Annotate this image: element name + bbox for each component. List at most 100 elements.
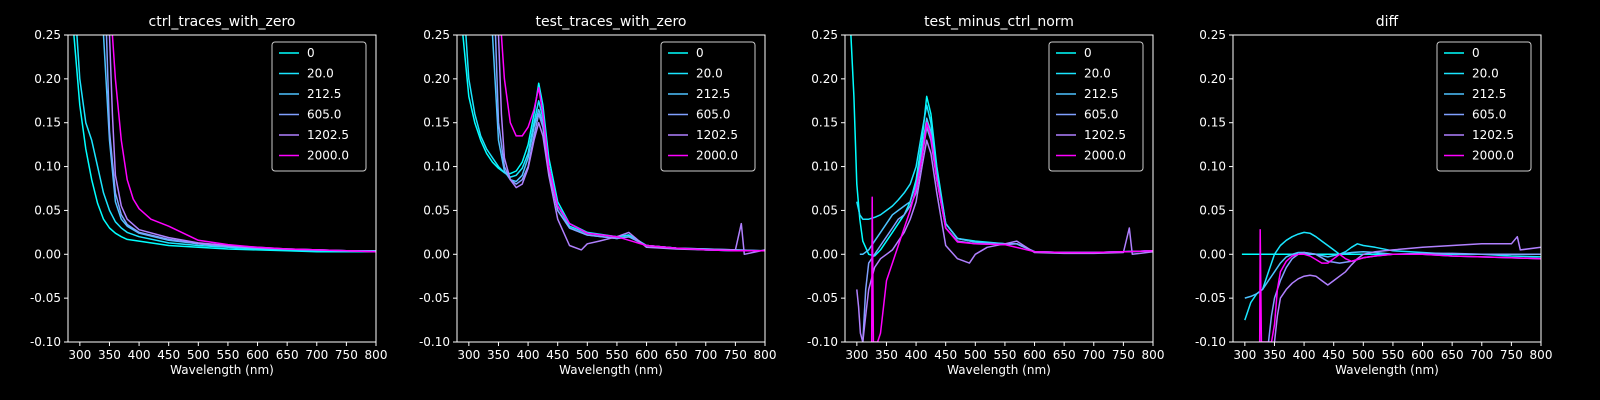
legend-label: 20.0 <box>696 67 723 81</box>
legend-label: 212.5 <box>1472 87 1506 101</box>
series-line-5 <box>856 139 1153 342</box>
x-tick-label: 350 <box>98 348 121 362</box>
x-tick-label: 500 <box>964 348 987 362</box>
x-axis-label: Wavelength (nm) <box>559 363 663 377</box>
x-tick-label: 800 <box>1530 348 1553 362</box>
x-tick-label: 350 <box>487 348 510 362</box>
x-tick-label: 400 <box>128 348 151 362</box>
plot-frame <box>456 34 766 343</box>
y-tick-label: 0.20 <box>811 72 838 86</box>
y-tick-label: 0.05 <box>1199 203 1226 217</box>
y-tick-label: 0.00 <box>34 247 61 261</box>
legend: 0 20.0 212.5 605.0 1202.5 2000.0 <box>660 41 756 172</box>
series-line-6 <box>870 121 1153 342</box>
x-tick-label: 350 <box>1263 348 1286 362</box>
legend-label: 1202.5 <box>1472 128 1514 142</box>
legend-label: 2000.0 <box>696 149 738 163</box>
x-tick-label: 550 <box>605 348 628 362</box>
plot-frame <box>844 34 1154 343</box>
series-line-2 <box>1244 231 1541 321</box>
legend-label: 20.0 <box>1084 67 1111 81</box>
x-tick-label: 450 <box>1322 348 1345 362</box>
x-tick-label: 400 <box>517 348 540 362</box>
legend-label: 2000.0 <box>1472 149 1514 163</box>
x-tick-label: 450 <box>934 348 957 362</box>
y-tick-label: 0.05 <box>423 203 450 217</box>
y-tick-label: -0.10 <box>30 335 61 349</box>
y-tick-label: 0.15 <box>34 116 61 130</box>
x-tick-label: 300 <box>457 348 480 362</box>
legend-label: 212.5 <box>696 87 730 101</box>
x-tick-label: 700 <box>305 348 328 362</box>
chart-title: test_minus_ctrl_norm <box>924 14 1074 30</box>
x-tick-label: 450 <box>157 348 180 362</box>
x-tick-label: 500 <box>1352 348 1375 362</box>
x-tick-label: 400 <box>905 348 928 362</box>
legend-label: 605.0 <box>1084 108 1118 122</box>
x-tick-label: 800 <box>754 348 777 362</box>
chart-title: test_traces_with_zero <box>536 14 687 30</box>
y-tick-label: 0.20 <box>1199 72 1226 86</box>
x-tick-label: 500 <box>576 348 599 362</box>
series-line-1 <box>73 35 376 253</box>
y-tick-label: -0.05 <box>807 291 838 305</box>
y-tick-label: 0.10 <box>34 160 61 174</box>
x-tick-label: 500 <box>187 348 210 362</box>
y-tick-label: 0.10 <box>423 160 450 174</box>
legend: 0 20.0 212.5 605.0 1202.5 2000.0 <box>1048 41 1144 172</box>
x-tick-label: 750 <box>724 348 747 362</box>
x-tick-label: 600 <box>246 348 269 362</box>
x-tick-label: 700 <box>1470 348 1493 362</box>
legend-label: 605.0 <box>1472 108 1506 122</box>
y-tick-label: 0.20 <box>423 72 450 86</box>
y-tick-label: 0.15 <box>423 116 450 130</box>
chart-title: diff <box>1376 14 1399 30</box>
x-tick-label: 300 <box>1233 348 1256 362</box>
y-tick-label: -0.05 <box>1195 291 1226 305</box>
x-tick-label: 550 <box>993 348 1016 362</box>
x-tick-label: 550 <box>216 348 239 362</box>
legend-label: 2000.0 <box>307 149 349 163</box>
legend-label: 212.5 <box>307 87 341 101</box>
series-line-5 <box>1273 235 1541 342</box>
plot-frame <box>1232 34 1542 343</box>
x-axis-label: Wavelength (nm) <box>1335 363 1439 377</box>
y-tick-label: -0.10 <box>807 335 838 349</box>
legend-label: 0 <box>307 46 315 60</box>
x-tick-label: 800 <box>365 348 388 362</box>
x-tick-label: 650 <box>1053 348 1076 362</box>
legend-label: 0 <box>696 46 704 60</box>
x-tick-label: 700 <box>694 348 717 362</box>
series-line-6 <box>500 35 765 252</box>
y-tick-label: -0.05 <box>419 291 450 305</box>
legend-label: 2000.0 <box>1084 149 1126 163</box>
series-line-2 <box>76 35 376 253</box>
series-group <box>73 35 376 253</box>
series-group <box>850 35 1153 342</box>
y-tick-label: 0.05 <box>34 203 61 217</box>
x-tick-label: 300 <box>845 348 868 362</box>
legend-label: 212.5 <box>1084 87 1118 101</box>
y-tick-label: 0.15 <box>811 116 838 130</box>
x-tick-label: 600 <box>1411 348 1434 362</box>
x-tick-label: 350 <box>875 348 898 362</box>
y-tick-label: -0.10 <box>1195 335 1226 349</box>
legend-label: 0 <box>1084 46 1092 60</box>
plot-frame <box>67 34 377 343</box>
x-tick-label: 400 <box>1293 348 1316 362</box>
y-tick-label: 0.15 <box>1199 116 1226 130</box>
legend-label: 20.0 <box>1472 67 1499 81</box>
x-tick-label: 650 <box>1441 348 1464 362</box>
subplot-4: 300 350 400 450 500 550 600 650 700 750 800 -0.10 -0… <box>1195 14 1553 377</box>
x-axis-label: Wavelength (nm) <box>947 363 1051 377</box>
legend-label: 1202.5 <box>696 128 738 142</box>
y-tick-label: 0.25 <box>34 28 61 42</box>
series-line-6 <box>111 35 376 253</box>
y-tick-label: 0.00 <box>1199 247 1226 261</box>
x-tick-label: 300 <box>68 348 91 362</box>
x-tick-label: 750 <box>1112 348 1135 362</box>
chart-title: ctrl_traces_with_zero <box>149 14 296 30</box>
legend-label: 605.0 <box>696 108 730 122</box>
y-tick-label: 0.10 <box>811 160 838 174</box>
